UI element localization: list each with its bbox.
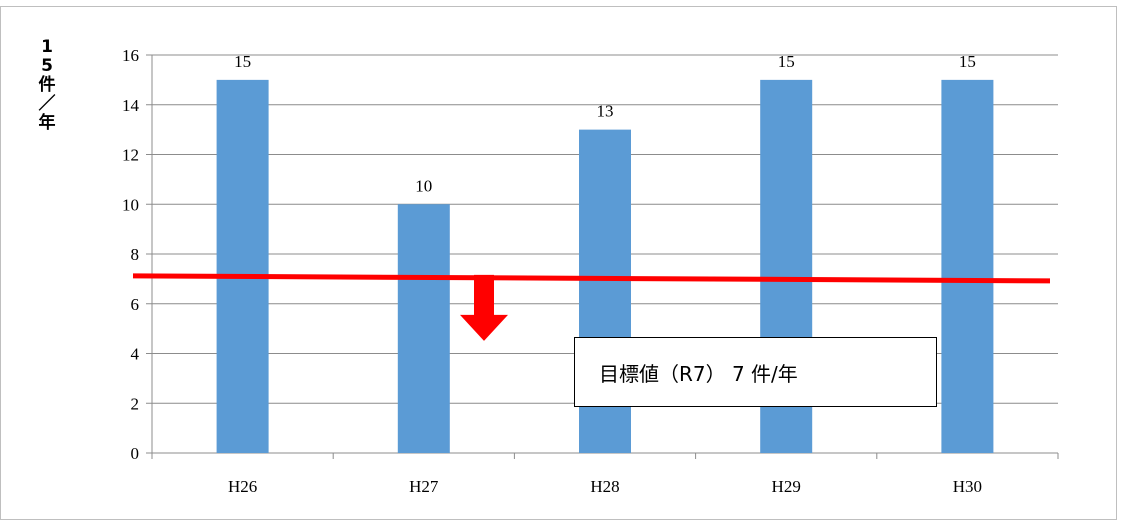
x-axis-categories: H26 H27 H28 H29 H30 bbox=[228, 477, 982, 496]
y-axis-label: 1 5 件 ／ 年 bbox=[36, 38, 58, 133]
bar bbox=[216, 79, 269, 453]
y-tick-label: 10 bbox=[122, 195, 139, 214]
data-label: 10 bbox=[415, 176, 432, 195]
down-arrow-icon bbox=[460, 274, 508, 341]
y-tick-label: 8 bbox=[131, 245, 140, 264]
data-label: 13 bbox=[597, 102, 614, 121]
x-category-label: H29 bbox=[772, 477, 801, 496]
data-labels: 15 10 13 15 15 bbox=[234, 52, 976, 195]
y-axis-label-char: 5 bbox=[41, 56, 53, 76]
y-axis-label-char: 年 bbox=[38, 113, 56, 133]
y-axis-label-char: 1 bbox=[41, 37, 53, 57]
y-axis-label-char: ／ bbox=[38, 94, 56, 114]
data-label: 15 bbox=[778, 52, 795, 71]
data-label: 15 bbox=[234, 52, 251, 71]
y-tick-label: 12 bbox=[122, 146, 139, 165]
y-tick-label: 4 bbox=[131, 345, 140, 364]
bar bbox=[397, 204, 450, 453]
target-line bbox=[132, 273, 1051, 284]
y-tick-label: 14 bbox=[122, 96, 140, 115]
y-tick-label: 16 bbox=[122, 46, 139, 65]
x-category-label: H30 bbox=[953, 477, 982, 496]
bar bbox=[941, 79, 994, 453]
target-annotation-text: 目標値（R7） 7 件/年 bbox=[599, 361, 798, 386]
target-annotation: 目標値（R7） 7 件/年 bbox=[574, 337, 937, 407]
y-axis-label-char: 件 bbox=[38, 75, 56, 95]
x-category-label: H26 bbox=[228, 477, 257, 496]
y-tick-label: 2 bbox=[131, 394, 140, 413]
data-label: 15 bbox=[959, 52, 976, 71]
chart-frame bbox=[0, 6, 1117, 520]
target-line-group bbox=[132, 273, 1051, 341]
x-category-label: H27 bbox=[409, 477, 439, 496]
y-tick-label: 6 bbox=[131, 295, 140, 314]
x-category-label: H28 bbox=[590, 477, 619, 496]
y-tick-label: 0 bbox=[131, 444, 140, 463]
